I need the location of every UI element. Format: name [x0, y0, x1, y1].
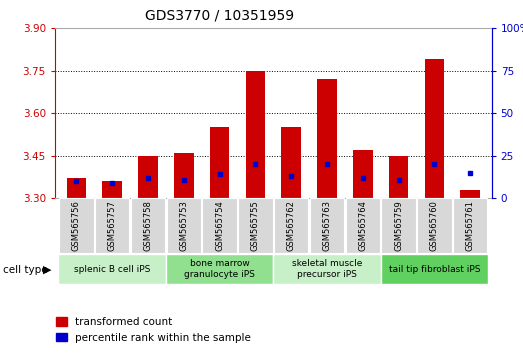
- FancyBboxPatch shape: [381, 198, 416, 253]
- FancyBboxPatch shape: [381, 254, 488, 284]
- Bar: [353, 150, 372, 198]
- Legend: transformed count, percentile rank within the sample: transformed count, percentile rank withi…: [52, 313, 255, 347]
- Text: GSM565760: GSM565760: [430, 200, 439, 251]
- FancyBboxPatch shape: [202, 198, 237, 253]
- Text: GSM565763: GSM565763: [323, 200, 332, 251]
- Bar: [138, 156, 158, 198]
- Text: GSM565756: GSM565756: [72, 200, 81, 251]
- Text: GSM565755: GSM565755: [251, 200, 260, 251]
- Text: cell type: cell type: [3, 265, 47, 275]
- Text: GSM565761: GSM565761: [465, 200, 475, 251]
- Bar: [66, 178, 86, 198]
- Bar: [317, 79, 337, 198]
- Text: skeletal muscle
precursor iPS: skeletal muscle precursor iPS: [292, 259, 362, 279]
- Bar: [460, 190, 480, 198]
- Text: GSM565764: GSM565764: [358, 200, 367, 251]
- Text: GDS3770 / 10351959: GDS3770 / 10351959: [145, 9, 294, 23]
- FancyBboxPatch shape: [273, 254, 381, 284]
- FancyBboxPatch shape: [310, 198, 344, 253]
- Bar: [210, 127, 230, 198]
- Bar: [281, 127, 301, 198]
- FancyBboxPatch shape: [453, 198, 487, 253]
- Text: GSM565759: GSM565759: [394, 200, 403, 251]
- Text: splenic B cell iPS: splenic B cell iPS: [74, 264, 151, 274]
- FancyBboxPatch shape: [59, 254, 166, 284]
- Bar: [174, 153, 194, 198]
- Bar: [425, 59, 444, 198]
- FancyBboxPatch shape: [166, 254, 273, 284]
- Text: GSM565757: GSM565757: [108, 200, 117, 251]
- FancyBboxPatch shape: [274, 198, 309, 253]
- Bar: [389, 156, 408, 198]
- FancyBboxPatch shape: [167, 198, 201, 253]
- Text: GSM565758: GSM565758: [143, 200, 153, 251]
- FancyBboxPatch shape: [346, 198, 380, 253]
- FancyBboxPatch shape: [238, 198, 272, 253]
- Text: GSM565762: GSM565762: [287, 200, 295, 251]
- Bar: [103, 181, 122, 198]
- Text: ▶: ▶: [43, 265, 51, 275]
- Text: bone marrow
granulocyte iPS: bone marrow granulocyte iPS: [184, 259, 255, 279]
- FancyBboxPatch shape: [131, 198, 165, 253]
- FancyBboxPatch shape: [95, 198, 129, 253]
- Text: GSM565754: GSM565754: [215, 200, 224, 251]
- FancyBboxPatch shape: [59, 198, 94, 253]
- Bar: [245, 71, 265, 198]
- Text: GSM565753: GSM565753: [179, 200, 188, 251]
- Text: tail tip fibroblast iPS: tail tip fibroblast iPS: [389, 264, 480, 274]
- FancyBboxPatch shape: [417, 198, 451, 253]
